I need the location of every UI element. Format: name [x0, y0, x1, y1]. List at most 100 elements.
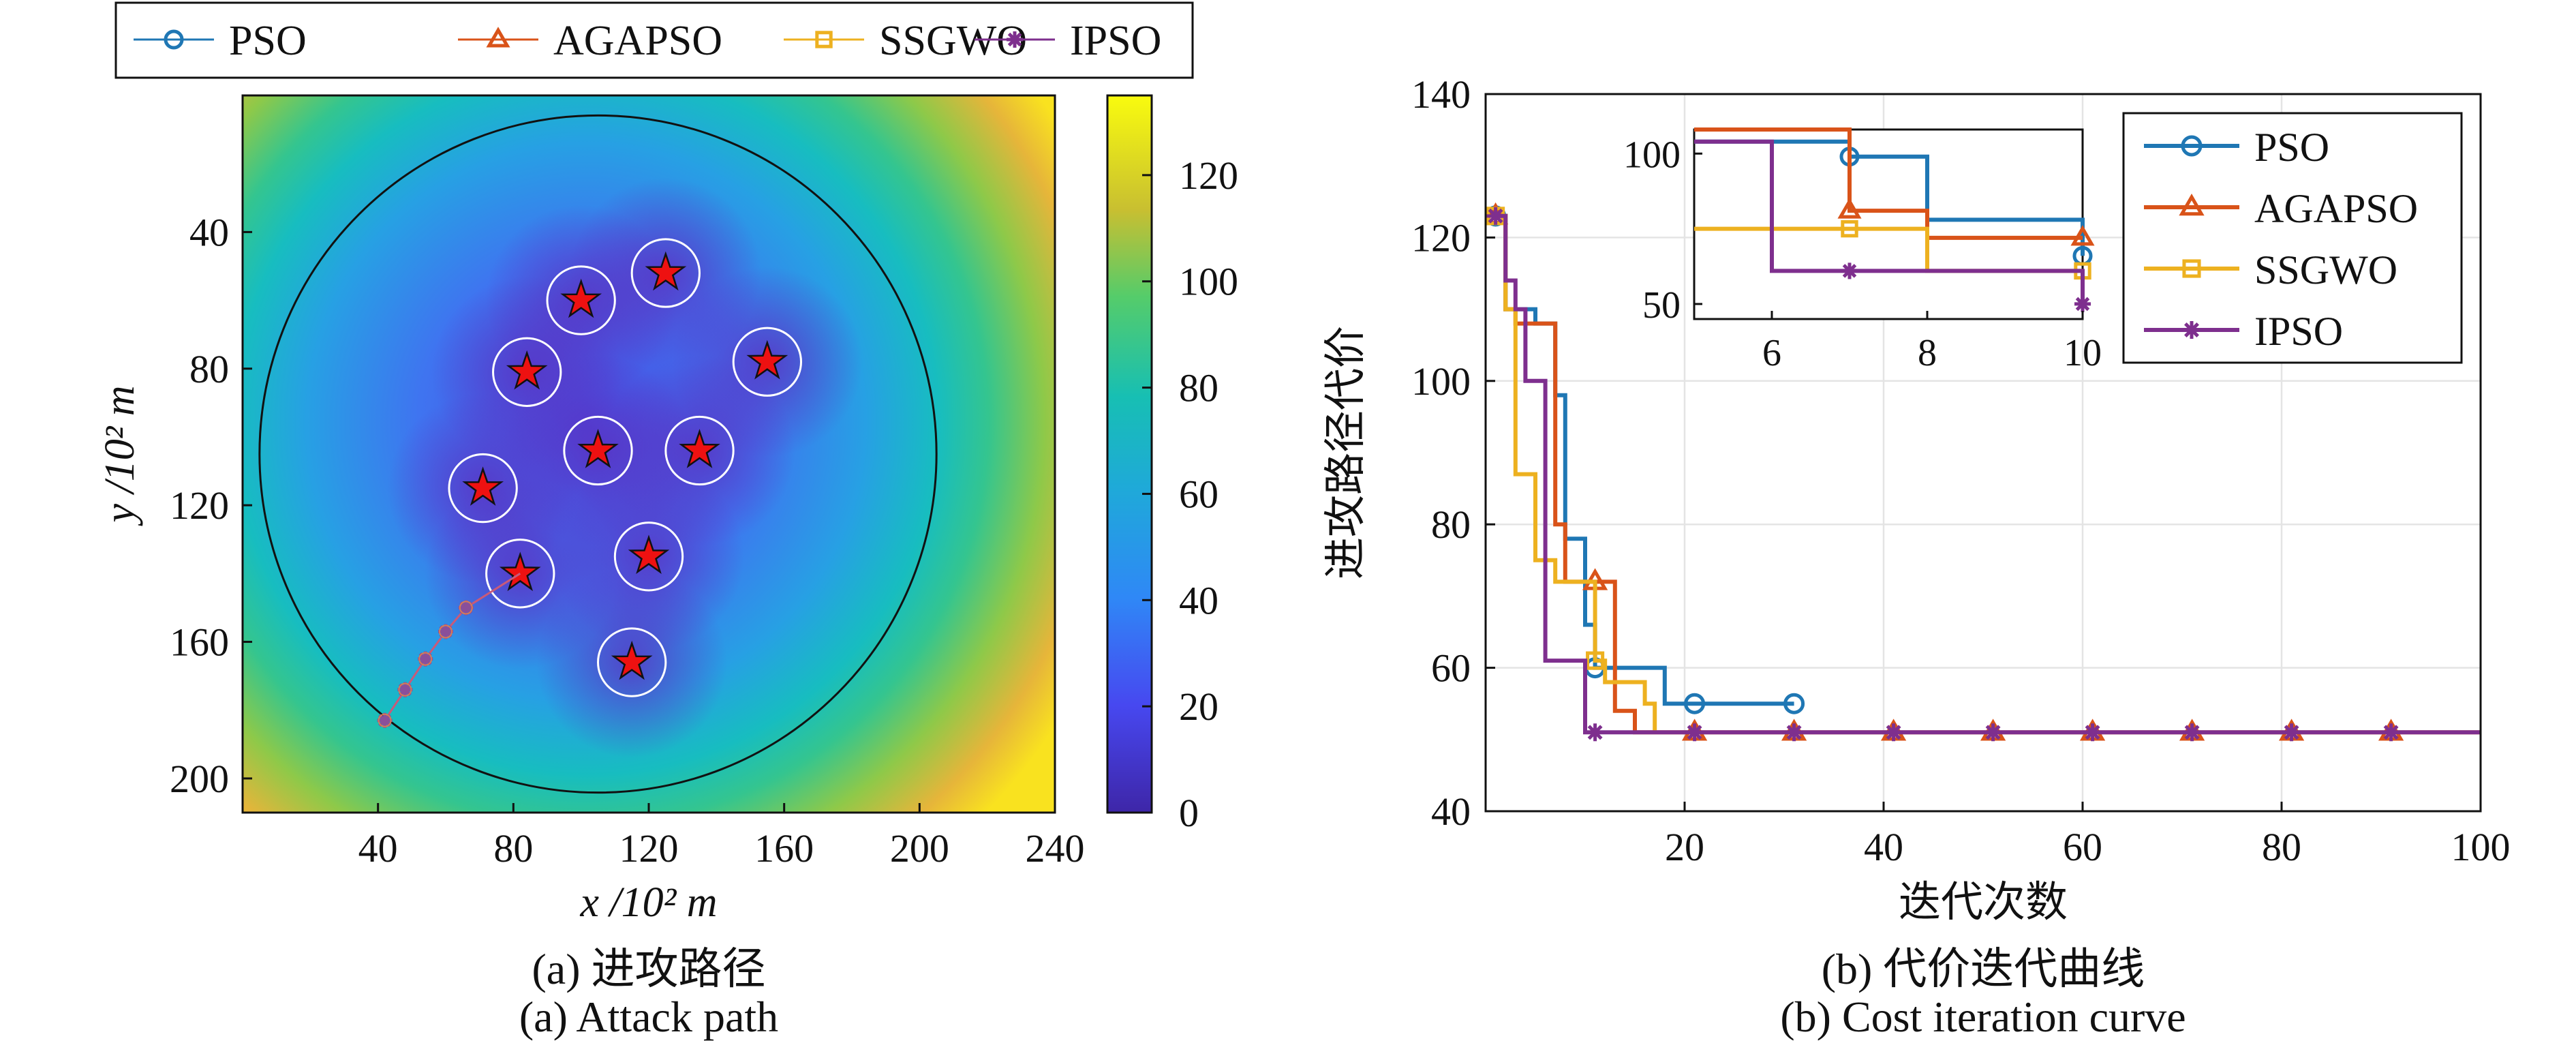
inset-x-tick-label: 8 — [1918, 332, 1937, 374]
asterisk-stroke — [1007, 32, 1022, 47]
series-line — [1495, 213, 1657, 733]
legend-label-pso: PSO — [2254, 125, 2329, 170]
legend-marker-shape — [164, 29, 184, 50]
line-plot-frame — [1484, 93, 2482, 813]
inset-series-line — [1694, 127, 2083, 240]
inset-series-marker — [1841, 262, 1858, 279]
caption-b-en: (b) Cost iteration curve — [1780, 993, 2186, 1041]
legend-label-agapso: AGAPSO — [2254, 186, 2418, 231]
series-marker — [1586, 723, 1604, 742]
y-tick-label: 80 — [189, 347, 229, 391]
target-ring — [563, 415, 633, 486]
asterisk-stroke — [1985, 725, 2001, 740]
series-line — [1495, 213, 2481, 735]
path-point-marker — [458, 600, 474, 616]
asterisk-stroke — [398, 683, 412, 697]
legend-marker-shape — [486, 27, 510, 48]
inset-series-line — [1694, 139, 2085, 304]
inset-series-marker — [1837, 198, 1862, 219]
inset-y-tick-label: 50 — [1642, 284, 1681, 327]
legend-marker-shape — [815, 31, 833, 48]
asterisk-stroke — [2184, 725, 2200, 740]
y-tick-label: 100 — [1411, 359, 1471, 404]
legend-label-ssgwo: SSGWO — [2254, 247, 2397, 292]
asterisk-stroke — [2383, 725, 2399, 740]
series-marker — [1884, 723, 1903, 742]
target-ring — [597, 627, 667, 697]
legend-marker-ssgwo — [815, 31, 833, 48]
x-tick-label: 20 — [1665, 825, 1704, 869]
path-point-marker — [377, 712, 393, 728]
asterisk-stroke — [418, 652, 432, 666]
path-point-ring — [418, 652, 433, 666]
series-marker — [1783, 693, 1805, 714]
asterisk-stroke — [2184, 322, 2199, 337]
legend-right: PSO AGAPSO SSGWO IPSO — [2122, 112, 2463, 364]
inset-series-agapso — [1694, 127, 2095, 246]
asterisk-stroke — [459, 601, 473, 614]
heatmap-plot: 40 80 120 160 200 240 40 80 120 160 200 x /10² m y /… — [97, 94, 1085, 926]
target-star — [499, 551, 541, 592]
legend-label-ipso: IPSO — [2254, 309, 2343, 354]
series-marker — [1785, 723, 1803, 742]
asterisk-stroke — [1786, 725, 1802, 740]
legend-marker-ssgwo — [2182, 259, 2201, 278]
series-marker — [1586, 651, 1605, 670]
colorbar-tick-label: 60 — [1179, 472, 1218, 516]
legend-marker-ipso — [2183, 321, 2201, 339]
inset-plot: 6 8 10 50 100 — [1623, 127, 2102, 374]
inset-series-marker — [1841, 220, 1858, 238]
target-ring — [448, 453, 518, 524]
legend-label-pso: PSO — [229, 18, 307, 64]
target-ring — [613, 522, 684, 592]
path-point-marker — [418, 651, 433, 667]
attack-path-point — [377, 712, 393, 728]
x-tick-label: 40 — [1864, 825, 1903, 869]
x-tick-label: 100 — [2451, 825, 2511, 869]
legend-marker-pso — [2181, 135, 2203, 157]
attack-path-point — [418, 651, 433, 667]
caption-b-cn: (b) 代价迭代曲线 — [1821, 945, 2145, 993]
caption-a-cn: (a) 进攻路径 — [532, 945, 766, 993]
asterisk-stroke — [2284, 725, 2299, 740]
series-marker — [1984, 723, 2002, 742]
colorbar-tick-label: 40 — [1179, 578, 1218, 622]
x-tick-label: 120 — [619, 826, 679, 871]
asterisk-stroke — [1587, 725, 1603, 740]
target-ring — [732, 327, 803, 397]
path-point-marker — [397, 682, 413, 697]
inset-series-ipso — [1694, 139, 2091, 312]
asterisk-stroke — [1886, 725, 1901, 740]
path-point-ring — [459, 601, 473, 615]
series-marker — [2083, 723, 2102, 742]
inset-y-tick-label: 100 — [1623, 134, 1681, 176]
legend-marker-agapso — [486, 27, 510, 48]
target-ring — [485, 539, 555, 609]
legend-marker-pso — [164, 29, 184, 50]
target-star — [628, 534, 670, 575]
path-point-marker — [438, 624, 453, 639]
series-marker — [1486, 207, 1505, 225]
x-tick-label: 160 — [754, 826, 814, 871]
inset-x-tick-label: 6 — [1762, 332, 1781, 374]
colorbar: 0 20 40 60 80 100 120 — [1106, 94, 1238, 835]
asterisk-stroke — [1687, 725, 1702, 740]
series-marker — [2282, 723, 2301, 742]
legend-marker-shape — [1007, 31, 1023, 48]
attack-path-point — [458, 600, 474, 616]
y-tick-label: 40 — [189, 210, 229, 254]
x-tick-label: 40 — [358, 826, 398, 871]
asterisk-stroke — [439, 624, 453, 639]
colorbar-tick-label: 20 — [1179, 684, 1218, 729]
legend-marker-shape — [2182, 259, 2201, 278]
colorbar-gradient — [1106, 94, 1153, 814]
asterisk-stroke — [378, 714, 392, 727]
series-marker — [1684, 693, 1706, 714]
legend-marker-shape — [2179, 194, 2205, 216]
target-ring — [664, 415, 735, 486]
y-tick-label: 120 — [1411, 215, 1471, 260]
series-marker — [2382, 723, 2400, 742]
colorbar-tick-label: 0 — [1179, 791, 1199, 835]
attack-path-point — [397, 682, 413, 697]
series-ipso — [1486, 207, 2481, 742]
